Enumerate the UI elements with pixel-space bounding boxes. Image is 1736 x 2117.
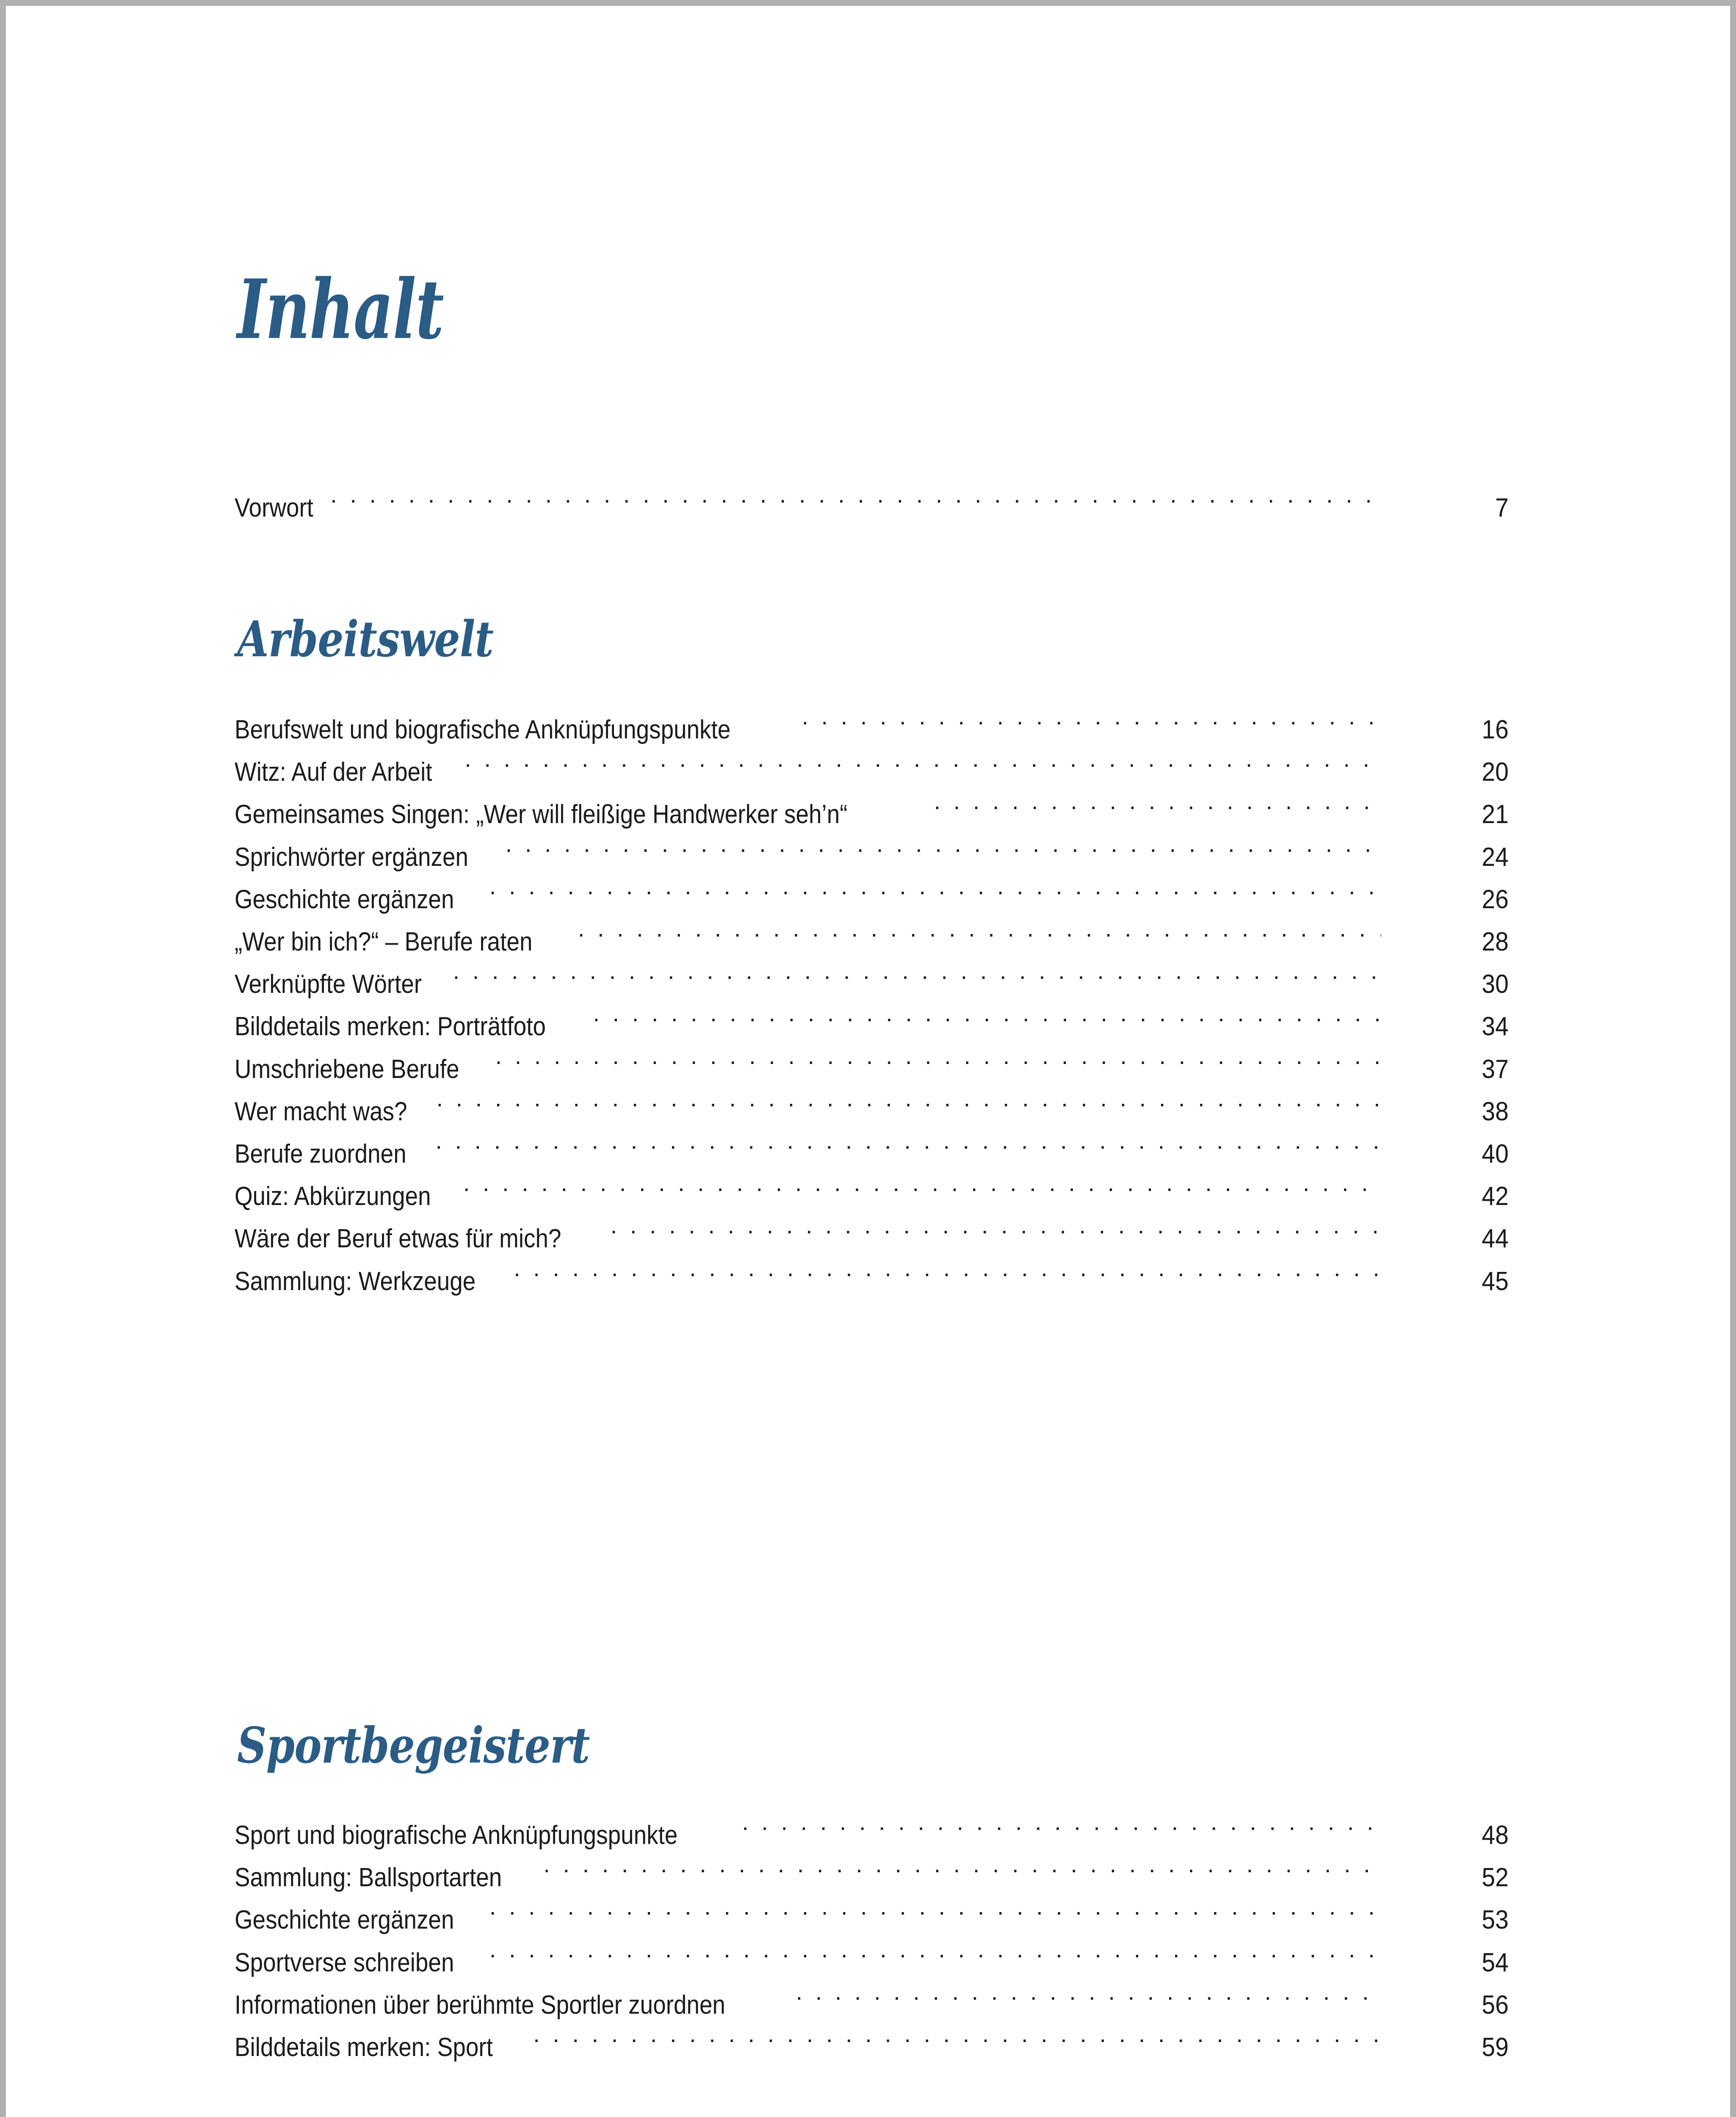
toc-entry-label: Verknüpfte Wörter bbox=[235, 970, 422, 999]
toc-entry-label: Sammlung: Ballsportarten bbox=[235, 1863, 502, 1893]
toc-entry-sport-und-biografische-anknüpfungspunkte[interactable]: Sport und biografische Anknüpfungspunkte… bbox=[235, 1803, 1513, 1850]
toc-entry-bilddetails-merken-sport[interactable]: Bilddetails merken: Sport 59 bbox=[235, 2015, 1513, 2062]
toc-entry-sportverse-schreiben[interactable]: Sportverse schreiben 54 bbox=[235, 1931, 1513, 1977]
toc-entry-label: Geschichte ergänzen bbox=[235, 1905, 454, 1935]
toc-entry-label: Gemeinsames Singen: „Wer will fleißige H… bbox=[235, 800, 848, 829]
toc-entry-quiz-abkürzungen[interactable]: Quiz: Abkürzungen 42 bbox=[235, 1164, 1513, 1211]
toc-dot-leader bbox=[463, 1164, 1381, 1205]
toc-dot-leader bbox=[611, 1207, 1381, 1247]
toc-entry-vorwort[interactable]: Vorwort 7 bbox=[235, 476, 1513, 522]
toc-entry-label: Geschichte ergänzen bbox=[235, 884, 454, 914]
toc-entry-page-number: 59 bbox=[1482, 2033, 1509, 2062]
toc-entry-page-number: 7 bbox=[1495, 493, 1509, 522]
toc-dot-leader bbox=[578, 910, 1381, 951]
toc-dot-leader bbox=[464, 740, 1381, 781]
toc-entry-informationen-über-berühmte-sportler-zuo[interactable]: Informationen über berühmte Sportler zuo… bbox=[235, 1973, 1513, 2020]
toc-entry-geschichte-ergänzen[interactable]: Geschichte ergänzen 53 bbox=[235, 1888, 1513, 1935]
toc-dot-leader bbox=[330, 476, 1381, 517]
toc-dot-leader bbox=[514, 1249, 1381, 1290]
toc-entry-page-number: 34 bbox=[1482, 1012, 1509, 1042]
toc-dot-leader bbox=[533, 2015, 1381, 2056]
toc-dot-leader bbox=[437, 1080, 1381, 1120]
toc-entry-page-number: 24 bbox=[1482, 842, 1509, 872]
toc-dot-leader bbox=[495, 1037, 1381, 1078]
toc-dot-leader bbox=[489, 868, 1381, 908]
toc-entry-page-number: 42 bbox=[1482, 1182, 1509, 1211]
toc-entry-page-number: 37 bbox=[1482, 1054, 1509, 1084]
toc-entry-label: Berufswelt und biografische Anknüpfungsp… bbox=[235, 715, 731, 744]
toc-entry-sammlung-ballsportarten[interactable]: Sammlung: Ballsportarten 52 bbox=[235, 1846, 1513, 1892]
toc-dot-leader bbox=[489, 1888, 1381, 1929]
toc-dot-leader bbox=[506, 825, 1381, 866]
toc-entry-gemeinsames-singen-wer-will-fleißige-han[interactable]: Gemeinsames Singen: „Wer will fleißige H… bbox=[235, 782, 1513, 829]
toc-entry-label: Wäre der Beruf etwas für mich? bbox=[235, 1224, 561, 1254]
section-heading-arbeitswelt: Arbeitswelt bbox=[237, 610, 494, 668]
toc-entry-verknüpfte-wörter[interactable]: Verknüpfte Wörter 30 bbox=[235, 952, 1513, 999]
toc-entry-geschichte-ergänzen[interactable]: Geschichte ergänzen 26 bbox=[235, 868, 1513, 914]
toc-entry-label: Sportverse schreiben bbox=[235, 1948, 454, 1977]
toc-dot-leader bbox=[435, 1122, 1381, 1163]
toc-dot-leader bbox=[543, 1846, 1381, 1886]
toc-dot-leader bbox=[796, 1973, 1381, 2014]
toc-dot-leader bbox=[802, 698, 1381, 738]
toc-entry-page-number: 26 bbox=[1482, 884, 1509, 914]
toc-entry-page-number: 56 bbox=[1482, 1990, 1509, 2020]
page-sheet: Inhalt Vorwort 7 Arbeitswelt Berufswelt u… bbox=[6, 6, 1730, 2117]
toc-entry-page-number: 21 bbox=[1482, 800, 1509, 829]
toc-entry-bilddetails-merken-porträtfoto[interactable]: Bilddetails merken: Porträtfoto 34 bbox=[235, 995, 1513, 1041]
toc-entry-label: „Wer bin ich?“ – Berufe raten bbox=[235, 927, 533, 956]
toc-entry-page-number: 45 bbox=[1482, 1266, 1509, 1296]
toc-entry-sammlung-werkzeuge[interactable]: Sammlung: Werkzeuge 45 bbox=[235, 1249, 1513, 1296]
toc-entry-page-number: 16 bbox=[1482, 715, 1509, 744]
toc-entry-label: Witz: Auf der Arbeit bbox=[235, 757, 432, 787]
toc-entry-label: Sprichwörter ergänzen bbox=[235, 842, 469, 872]
toc-entry-wer-macht-was[interactable]: Wer macht was? 38 bbox=[235, 1080, 1513, 1126]
toc-entry-page-number: 53 bbox=[1482, 1905, 1509, 1935]
page-title: Inhalt bbox=[237, 261, 444, 357]
toc-entry-page-number: 30 bbox=[1482, 970, 1509, 999]
toc-entry-witz-auf-der-arbeit[interactable]: Witz: Auf der Arbeit 20 bbox=[235, 740, 1513, 787]
toc-entry-page-number: 38 bbox=[1482, 1097, 1509, 1126]
section-heading-sportbegeistert: Sportbegeistert bbox=[237, 1716, 590, 1774]
toc-entry-label: Vorwort bbox=[235, 493, 314, 522]
toc-dot-leader bbox=[489, 1931, 1381, 1971]
toc-dot-leader bbox=[593, 995, 1382, 1035]
toc-entry-berufswelt-und-biografische-anknüpfungsp[interactable]: Berufswelt und biografische Anknüpfungsp… bbox=[235, 698, 1513, 744]
toc-entry-label: Quiz: Abkürzungen bbox=[235, 1182, 431, 1211]
toc-entry-label: Sport und biografische Anknüpfungspunkte bbox=[235, 1821, 678, 1850]
toc-entry-page-number: 28 bbox=[1482, 927, 1509, 956]
toc-dot-leader bbox=[934, 782, 1381, 823]
toc-entry-umschriebene-berufe[interactable]: Umschriebene Berufe 37 bbox=[235, 1037, 1513, 1084]
toc-dot-leader bbox=[742, 1803, 1381, 1844]
toc-entry-page-number: 20 bbox=[1482, 757, 1509, 787]
toc-entry-sprichwörter-ergänzen[interactable]: Sprichwörter ergänzen 24 bbox=[235, 825, 1513, 872]
toc-entry-label: Bilddetails merken: Sport bbox=[235, 2033, 493, 2062]
toc-entry-label: Informationen über berühmte Sportler zuo… bbox=[235, 1990, 726, 2020]
toc-entry-page-number: 52 bbox=[1482, 1863, 1509, 1893]
toc-entry-label: Wer macht was? bbox=[235, 1097, 407, 1126]
toc-entry-berufe-zuordnen[interactable]: Berufe zuordnen 40 bbox=[235, 1122, 1513, 1169]
toc-entry-label: Umschriebene Berufe bbox=[235, 1054, 459, 1084]
toc-entry-wäre-der-beruf-etwas-für-mich[interactable]: Wäre der Beruf etwas für mich? 44 bbox=[235, 1207, 1513, 1253]
toc-entry-label: Berufe zuordnen bbox=[235, 1139, 406, 1169]
toc-dot-leader bbox=[453, 952, 1381, 993]
toc-entry-label: Bilddetails merken: Porträtfoto bbox=[235, 1012, 546, 1042]
toc-entry-page-number: 44 bbox=[1482, 1224, 1509, 1254]
toc-entry-wer-bin-ich-berufe-raten[interactable]: „Wer bin ich?“ – Berufe raten 28 bbox=[235, 910, 1513, 956]
toc-entry-page-number: 40 bbox=[1482, 1139, 1509, 1169]
toc-entry-label: Sammlung: Werkzeuge bbox=[235, 1266, 476, 1296]
toc-entry-page-number: 54 bbox=[1482, 1948, 1509, 1977]
toc-entry-page-number: 48 bbox=[1482, 1821, 1509, 1850]
